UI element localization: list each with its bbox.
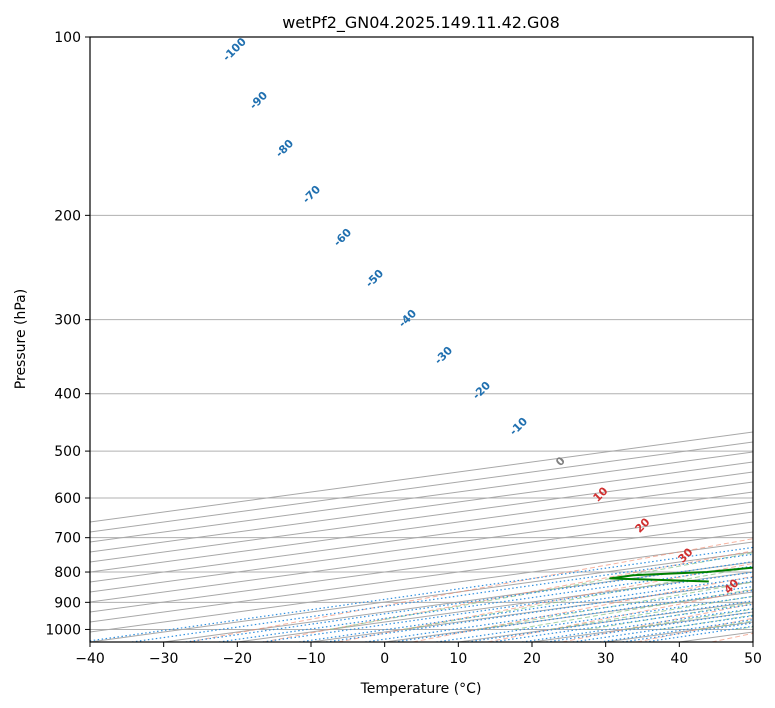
- x-axis-label: Temperature (°C): [360, 681, 482, 697]
- mixing-ratio-line: [436, 595, 753, 642]
- isotherm-line: [90, 551, 753, 642]
- isotherm-line: [90, 471, 753, 563]
- background-lines: [90, 37, 753, 642]
- moist-adiabat-line: [477, 581, 753, 630]
- isotherm-line: [384, 591, 753, 642]
- x-tick-label: −30: [149, 651, 179, 667]
- mixing-ratio-line: [90, 546, 753, 642]
- y-tick-label: 800: [54, 565, 81, 581]
- isotherm-line: [679, 631, 753, 642]
- isotherm-label: 0: [553, 454, 568, 469]
- y-tick-label: 1000: [45, 622, 81, 638]
- y-tick-label: 600: [54, 491, 81, 507]
- isotherm-line: [90, 531, 753, 623]
- dry-adiabat-line: [636, 617, 753, 642]
- y-tick-label: 200: [54, 208, 81, 224]
- isotherm-label: -80: [273, 137, 296, 160]
- isotherm-line: [90, 501, 753, 593]
- x-tick-label: −40: [75, 651, 105, 667]
- isotherm-line: [90, 451, 753, 543]
- isotherm-line: [90, 481, 753, 573]
- isotherm-line: [310, 581, 753, 642]
- plot-frame: [89, 36, 754, 643]
- moist-adiabat-line: [513, 588, 753, 630]
- x-tick-label: 0: [380, 651, 389, 667]
- y-tick-label: 100: [54, 30, 81, 46]
- y-axis-label: Pressure (hPa): [13, 289, 29, 389]
- isotherm-label: -100: [220, 35, 249, 64]
- mixing-ratio-line: [522, 608, 753, 642]
- x-tick-label: −10: [296, 651, 326, 667]
- x-tick-label: 10: [449, 651, 467, 667]
- isotherm-label: -50: [363, 267, 386, 290]
- x-tick-label: 30: [597, 651, 615, 667]
- moist-adiabat-line: [661, 614, 753, 630]
- mixing-ratio-line: [131, 553, 753, 642]
- x-tick-label: 20: [523, 651, 541, 667]
- axes: −40 −30 −20 −10 0 10 20 30 40 50 100 200 300 400 500 60…: [45, 30, 762, 667]
- chart-title: wetPf2_GN04.2025.149.11.42.G08: [282, 13, 560, 33]
- dry-adiabat-line: [338, 562, 753, 642]
- mixing-ratio-line: [467, 600, 753, 642]
- isotherm-line: [90, 511, 753, 603]
- isotherm-label: -20: [470, 379, 493, 402]
- isotherm-label: -90: [247, 89, 270, 112]
- isotherm-label: -40: [396, 307, 419, 330]
- dry-adiabat-line: [487, 589, 753, 642]
- isotherm-line: [90, 541, 753, 633]
- moist-adiabat-line: [329, 552, 753, 630]
- moist-adiabat-line: [698, 620, 753, 630]
- mixing-ratio-line: [546, 611, 753, 642]
- y-tick-label: 900: [54, 595, 81, 611]
- isotherm-line: [752, 641, 753, 642]
- isotherm-label: -70: [300, 183, 323, 206]
- isotherm-label: -30: [432, 344, 455, 367]
- dry-adiabat-line: [562, 603, 753, 642]
- x-tick-label: 40: [670, 651, 688, 667]
- mixing-ratio-line: [185, 561, 753, 642]
- isotherm-line: [90, 461, 753, 553]
- moist-adiabat-line: [403, 566, 753, 630]
- x-tick-label: 50: [744, 651, 762, 667]
- isotherm-label: -60: [331, 226, 354, 249]
- dry-adiabat-line: [711, 632, 753, 642]
- isotherm-line: [90, 491, 753, 583]
- dry-adiabat-line: [412, 575, 753, 642]
- y-tick-label: 300: [54, 313, 81, 329]
- y-tick-label: 700: [54, 531, 81, 547]
- isotherm-line: [90, 521, 753, 613]
- mixing-ratio-line: [492, 603, 753, 642]
- y-tick-label: 400: [54, 387, 81, 403]
- y-tick-label: 500: [54, 444, 81, 460]
- x-tick-label: −20: [223, 651, 253, 667]
- isotherm-label: -10: [507, 415, 530, 438]
- dry-adiabat-line: [263, 550, 753, 642]
- isotherm-line: [531, 611, 753, 642]
